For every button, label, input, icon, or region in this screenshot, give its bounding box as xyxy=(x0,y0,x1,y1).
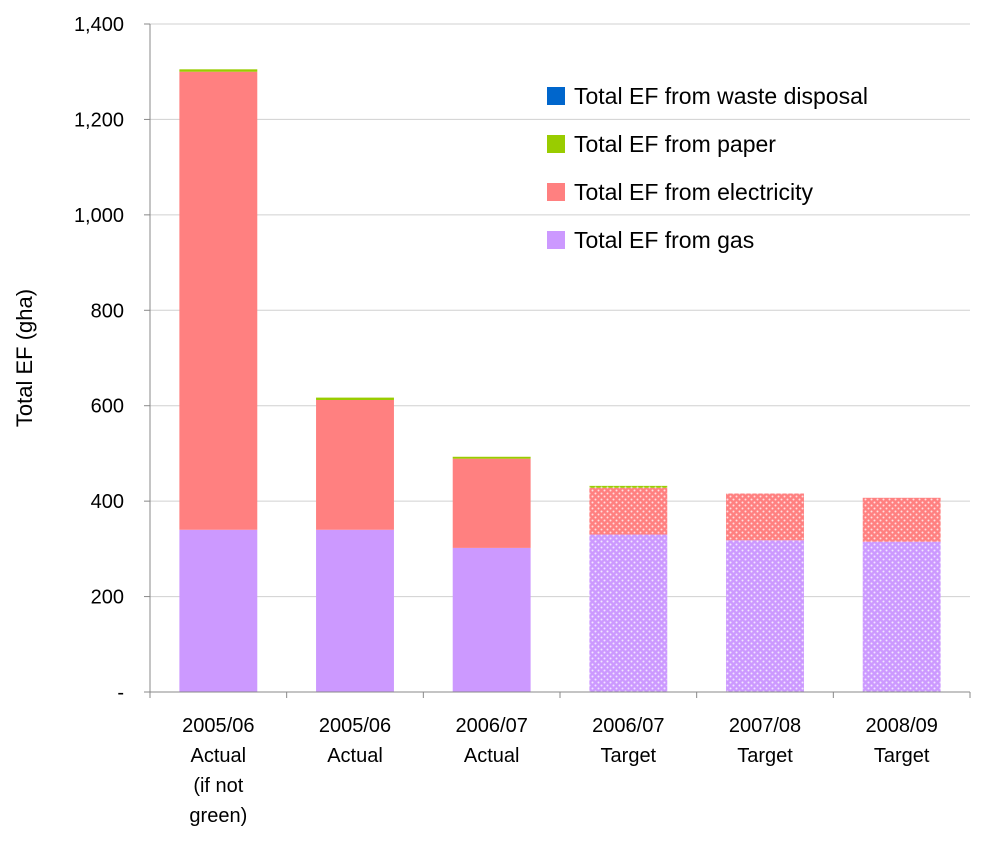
bar-segment xyxy=(179,69,258,72)
bar-segment xyxy=(452,458,531,548)
y-axis-label: Total EF (gha) xyxy=(12,289,37,427)
y-tick-label: 400 xyxy=(91,491,124,513)
bar-segment xyxy=(316,399,394,530)
x-category-label: 2005/06 Actual xyxy=(319,715,391,767)
bar-segment-pattern xyxy=(589,485,668,488)
legend-label: Total EF from paper xyxy=(574,131,776,157)
x-category-label: 2006/07 Target xyxy=(592,715,664,767)
bar-segment-pattern xyxy=(726,493,804,541)
y-tick-label: 1,200 xyxy=(74,109,124,131)
bar-segment xyxy=(179,71,258,530)
bar-segment xyxy=(179,529,258,692)
y-tick-label: 1,400 xyxy=(74,14,124,36)
legend-swatch xyxy=(547,183,565,201)
bar-segment-pattern xyxy=(862,541,941,692)
bar-segment-pattern xyxy=(862,497,941,542)
bar-segment-pattern xyxy=(589,487,668,535)
x-category-label: 2006/07 Actual xyxy=(456,715,528,767)
bars xyxy=(179,69,941,692)
legend-swatch xyxy=(547,231,565,249)
gridlines xyxy=(150,23,970,598)
x-category-label: 2007/08 Target xyxy=(729,715,801,767)
y-tick-label: 600 xyxy=(91,396,124,418)
x-category-label: 2008/09 Target xyxy=(866,715,938,767)
legend-label: Total EF from electricity xyxy=(574,179,813,205)
legend: Total EF from waste disposal Total EF fro… xyxy=(547,83,868,253)
bar-segment-pattern xyxy=(589,534,668,692)
bar-segment xyxy=(452,456,531,459)
y-tick-labels: - 200 400 600 800 1,000 1,200 1,400 xyxy=(74,14,150,704)
bar-segment xyxy=(316,397,394,400)
bar-segment xyxy=(452,547,531,692)
bar-segment-pattern xyxy=(726,540,804,692)
bar-segment xyxy=(316,529,394,692)
legend-swatch xyxy=(547,87,565,105)
y-tick-label: 200 xyxy=(91,587,124,609)
x-category-labels: 2005/06 Actual (if not green) 2005/06 Actual 2… xyxy=(182,715,938,827)
legend-swatch xyxy=(547,135,565,153)
legend-label: Total EF from gas xyxy=(574,227,754,253)
axes xyxy=(149,24,971,698)
legend-label: Total EF from waste disposal xyxy=(574,83,868,109)
y-tick-label: 1,000 xyxy=(74,205,124,227)
x-category-label: 2005/06 Actual (if not green) xyxy=(182,715,254,827)
y-tick-label: 800 xyxy=(91,300,124,322)
y-tick-label: - xyxy=(117,682,124,704)
